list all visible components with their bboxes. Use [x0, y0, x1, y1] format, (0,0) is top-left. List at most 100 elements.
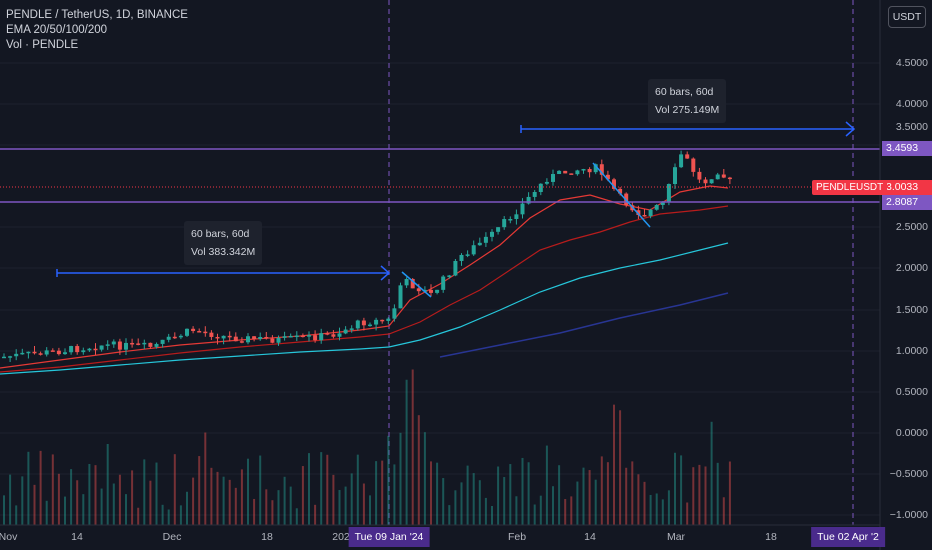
volume-bar: [106, 443, 109, 525]
volume-bar: [259, 455, 262, 525]
x-highlight-end[interactable]: Tue 02 Apr '2: [811, 527, 885, 547]
candle-body: [410, 279, 415, 289]
candle-body: [502, 219, 507, 228]
volume-bar: [558, 465, 561, 525]
candle-body: [679, 154, 684, 168]
volume-bar: [137, 507, 140, 525]
candle-body: [26, 351, 31, 354]
candle-body: [453, 260, 458, 276]
volume-bar: [277, 490, 280, 525]
candle-body: [44, 350, 49, 355]
candle-body: [691, 158, 696, 172]
candle-body: [136, 343, 141, 345]
candle-body: [93, 348, 98, 351]
volume-bar: [173, 454, 176, 525]
volume-bar: [661, 499, 664, 525]
current-price-label[interactable]: 3.0033: [882, 180, 932, 195]
candle-body: [185, 328, 189, 336]
volume-bar: [186, 491, 188, 525]
volume-bar: [472, 473, 475, 525]
candle-body: [111, 341, 116, 345]
volume-bar: [362, 483, 365, 525]
x-tick: Feb: [507, 531, 527, 543]
volume-bar: [478, 480, 481, 525]
candle-body: [490, 231, 494, 237]
candle-body: [477, 242, 482, 246]
candle-body: [105, 344, 110, 346]
currency-button[interactable]: USDT: [888, 6, 926, 28]
candle-body: [166, 336, 171, 340]
volume-legend[interactable]: Vol · PENDLE: [6, 39, 79, 51]
measure-bars-1: 60 bars, 60d: [191, 228, 250, 240]
ema-legend[interactable]: EMA 20/50/100/200: [6, 24, 108, 36]
x-tick: 14: [584, 531, 596, 543]
candle-body: [252, 336, 257, 339]
candle-body: [203, 331, 208, 334]
candle-body: [398, 285, 403, 309]
candle-body: [282, 336, 287, 338]
volume-bar: [698, 464, 701, 525]
volume-bar: [265, 489, 268, 525]
candle-body: [313, 335, 318, 341]
volume-bar: [399, 432, 402, 525]
candle-body: [514, 214, 519, 219]
candle-body: [239, 341, 244, 343]
candle-body: [520, 203, 525, 215]
volume-bar: [356, 454, 359, 525]
volume-bar: [527, 462, 530, 525]
resistance-price-label[interactable]: 3.4593: [882, 141, 932, 156]
volume-bar: [564, 499, 567, 525]
volume-bar: [271, 500, 274, 525]
candle-body: [294, 335, 299, 338]
candle-body: [209, 332, 214, 337]
candle-body: [563, 170, 568, 174]
support-price-label[interactable]: 2.8087: [882, 195, 932, 210]
x-tick: Nov: [0, 531, 18, 543]
candle-body: [75, 346, 80, 353]
volume-bar: [619, 410, 622, 525]
volume-bar: [247, 458, 249, 525]
x-highlight-start[interactable]: Tue 09 Jan '24: [348, 527, 430, 547]
measure-tooltip-2: 60 bars, 60d Vol 275.149M: [648, 79, 727, 123]
candle-body: [618, 188, 623, 194]
measure-tooltip-1: 60 bars, 60d Vol 383.342M: [184, 221, 263, 265]
y-tick: 2.0000: [895, 262, 928, 274]
candle-body: [227, 335, 232, 338]
volume-bar: [588, 470, 591, 525]
volume-bar: [57, 473, 60, 525]
candle-body: [697, 171, 702, 180]
volume-bar: [497, 466, 500, 525]
symbol-title[interactable]: PENDLE / TetherUS, 1D, BINANCE: [6, 9, 188, 21]
volume-bar: [423, 432, 426, 525]
candle-body: [197, 331, 202, 333]
volume-bar: [484, 497, 487, 525]
x-tick: 14: [71, 531, 83, 543]
volume-bar: [161, 504, 164, 525]
volume-bar: [198, 456, 201, 525]
measure-vol-2: Vol 275.149M: [655, 104, 720, 116]
volume-bar: [149, 480, 152, 525]
candle-body: [124, 342, 128, 350]
volume-bar: [179, 505, 182, 525]
candle-body: [56, 350, 61, 355]
volume-bar: [405, 379, 408, 525]
measure-vol-1: Vol 383.342M: [191, 246, 256, 258]
candle-body: [288, 335, 293, 338]
candle-body: [8, 356, 13, 358]
volume-bar: [240, 469, 243, 525]
volume-bar: [716, 462, 719, 525]
candle-body: [404, 279, 409, 286]
volume-bar: [533, 504, 536, 525]
volume-bar: [39, 450, 42, 525]
volume-bar: [393, 464, 396, 525]
candle-body: [654, 204, 659, 210]
volume-bar: [76, 480, 79, 525]
candle-body: [349, 328, 354, 330]
candle-body: [666, 184, 671, 202]
y-tick: 4.5000: [895, 57, 928, 69]
volume-bar: [503, 477, 506, 525]
volume-bar: [369, 495, 371, 525]
candle-body: [264, 336, 269, 339]
volume-bar: [442, 478, 445, 525]
